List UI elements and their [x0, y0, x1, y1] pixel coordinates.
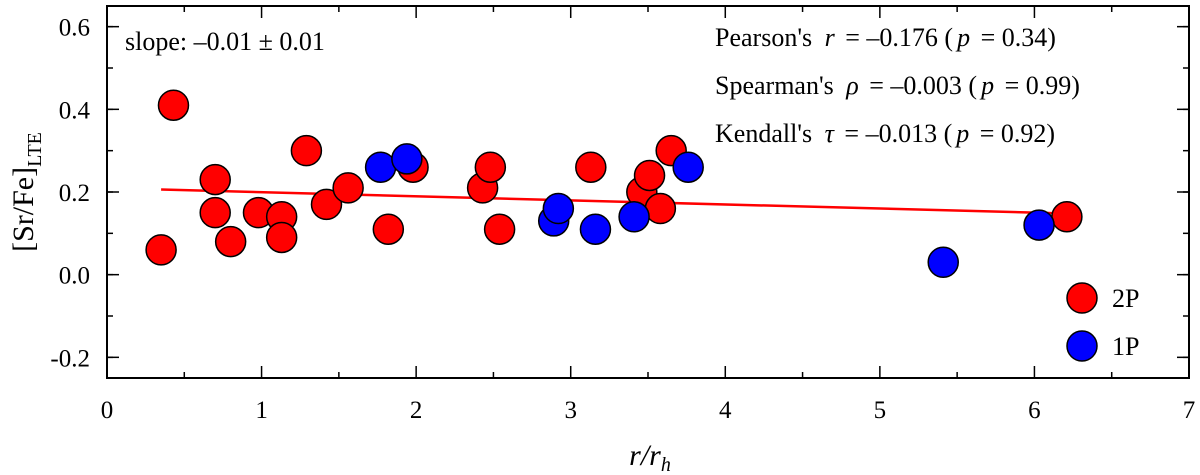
- data-point-1p: [364, 151, 397, 183]
- kendall-annotation: Kendall's τ = –0.013 (p = 0.92): [715, 119, 1055, 148]
- y-tick-label: 0.0: [59, 263, 90, 290]
- x-axis-label-main: r/r: [629, 439, 661, 472]
- data-point-1p: [391, 143, 423, 175]
- y-tick-label: -0.2: [50, 345, 90, 372]
- data-points: [145, 89, 1083, 279]
- data-point-2p: [199, 163, 231, 196]
- data-point-1p: [542, 192, 575, 225]
- y-axis-label-sub: LTE: [24, 132, 46, 167]
- data-point-2p: [290, 134, 323, 167]
- data-point-2p: [644, 192, 677, 225]
- x-axis-ticks: 0 1 2 3 4 5 6 7: [101, 6, 1196, 424]
- data-point-2p: [310, 188, 343, 221]
- data-point-1p: [927, 246, 959, 279]
- x-tick-label: 7: [1183, 397, 1196, 424]
- x-tick-label: 6: [1028, 397, 1041, 424]
- data-point-2p: [575, 151, 607, 183]
- data-point-2p: [372, 213, 405, 245]
- legend-marker-1p: [1066, 330, 1098, 362]
- fit-line: [161, 188, 1067, 215]
- data-point-2p: [199, 196, 231, 229]
- data-point-1p: [618, 201, 650, 233]
- y-tick-label: 0.2: [59, 180, 90, 207]
- data-point-1p: [579, 213, 612, 245]
- x-tick-label: 3: [564, 397, 577, 424]
- data-point-2p: [1051, 201, 1083, 233]
- y-axis-label: [Sr/Fe]LTE: [7, 132, 46, 252]
- y-tick-label: 0.4: [59, 97, 91, 124]
- data-point-1p: [672, 151, 704, 183]
- slope-annotation: slope: –0.01 ± 0.01: [125, 27, 325, 56]
- data-point-2p: [145, 234, 177, 266]
- data-point-2p: [265, 221, 298, 254]
- data-point-2p: [483, 213, 516, 245]
- legend: 2P 1P: [1066, 282, 1139, 362]
- y-tick-label: 0.6: [59, 15, 90, 42]
- pearson-annotation: Pearson's r = –0.176 (p = 0.34): [715, 23, 1056, 52]
- x-axis-label-sub: h: [661, 454, 671, 475]
- x-tick-label: 0: [101, 397, 114, 424]
- legend-label-2p: 2P: [1112, 284, 1139, 313]
- x-axis-label: r/rh: [629, 439, 671, 475]
- x-tick-label: 5: [874, 397, 887, 424]
- data-point-2p: [633, 159, 666, 192]
- y-axis-label-main: [Sr/Fe]: [7, 167, 40, 252]
- x-tick-label: 4: [719, 397, 732, 424]
- x-tick-label: 1: [255, 397, 268, 424]
- data-point-1p: [1023, 209, 1055, 241]
- data-point-2p: [214, 225, 247, 258]
- data-point-2p: [157, 89, 190, 121]
- legend-marker-2p: [1066, 282, 1098, 314]
- y-axis-ticks: -0.2 0.0 0.2 0.4 0.6: [50, 15, 1189, 372]
- spearman-annotation: Spearman's ρ = –0.003 (p = 0.99): [715, 71, 1080, 100]
- data-point-2p: [474, 151, 507, 183]
- legend-label-1p: 1P: [1112, 332, 1139, 361]
- data-point-2p: [332, 172, 364, 204]
- x-tick-label: 2: [410, 397, 423, 424]
